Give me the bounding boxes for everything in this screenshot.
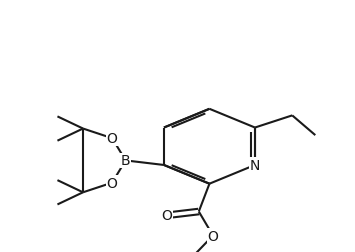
Text: O: O [107, 176, 118, 190]
Text: O: O [107, 132, 118, 146]
Text: B: B [121, 154, 130, 168]
Text: O: O [162, 208, 172, 223]
Text: O: O [208, 229, 218, 243]
Text: N: N [250, 158, 260, 172]
